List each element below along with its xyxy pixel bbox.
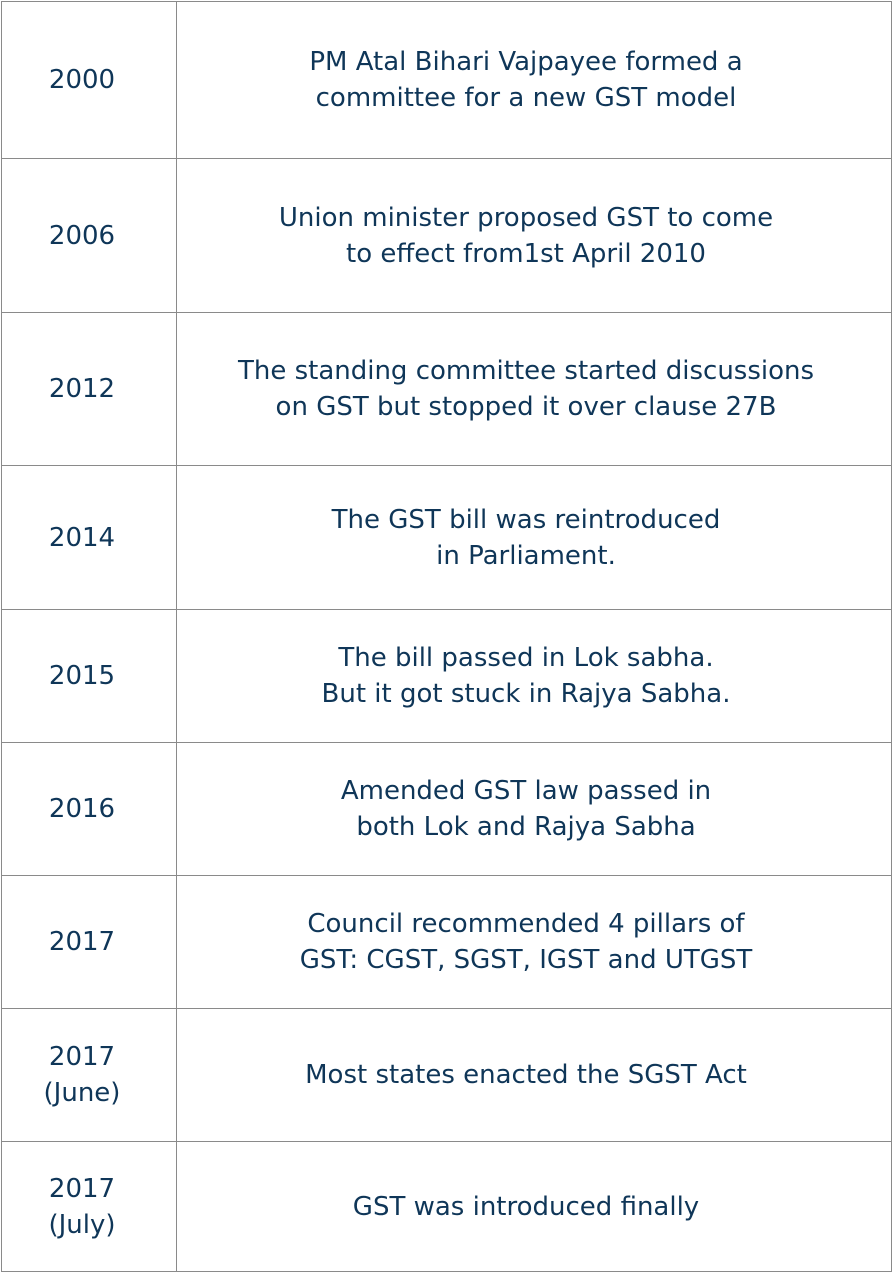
- timeline-row: 2017 (July) GST was introduced finally: [1, 1141, 892, 1272]
- year-cell: 2017: [1, 875, 177, 1009]
- year-text: 2017 (July): [48, 1173, 116, 1240]
- year-cell: 2000: [1, 1, 177, 159]
- event-cell: The GST bill was reintroduced in Parliam…: [176, 465, 892, 610]
- timeline-row: 2017 (June) Most states enacted the SGST…: [1, 1008, 892, 1142]
- timeline-row: 2015 The bill passed in Lok sabha. But i…: [1, 609, 892, 743]
- year-text: 2012: [48, 374, 116, 404]
- event-cell: GST was introduced finally: [176, 1141, 892, 1272]
- year-cell: 2017 (June): [1, 1008, 177, 1142]
- year-cell: 2012: [1, 312, 177, 466]
- year-cell: 2017 (July): [1, 1141, 177, 1272]
- timeline-row: 2014 The GST bill was reintroduced in Pa…: [1, 465, 892, 610]
- event-text: Union minister proposed GST to come to e…: [278, 202, 774, 269]
- timeline-row: 2012 The standing committee started disc…: [1, 312, 892, 466]
- year-text: 2017 (June): [43, 1042, 121, 1108]
- year-text: 2017: [48, 927, 116, 957]
- event-text: Amended GST law passed in both Lok and R…: [340, 776, 712, 842]
- event-text: The GST bill was reintroduced in Parliam…: [331, 504, 721, 571]
- event-text: Most states enacted the SGST Act: [305, 1060, 747, 1090]
- event-text: PM Atal Bihari Vajpayee formed a committ…: [309, 47, 743, 113]
- event-text: GST was introduced finally: [352, 1191, 700, 1222]
- event-cell: The bill passed in Lok sabha. But it got…: [176, 609, 892, 743]
- year-cell: 2016: [1, 742, 177, 876]
- year-cell: 2014: [1, 465, 177, 610]
- year-text: 2015: [48, 661, 116, 691]
- year-text: 2016: [48, 794, 116, 824]
- event-cell: Union minister proposed GST to come to e…: [176, 158, 892, 313]
- event-text: The bill passed in Lok sabha. But it got…: [321, 643, 731, 709]
- timeline-row: 2000 PM Atal Bihari Vajpayee formed a co…: [1, 1, 892, 159]
- event-cell: The standing committee started discussio…: [176, 312, 892, 466]
- year-text: 2000: [48, 65, 116, 95]
- event-cell: Most states enacted the SGST Act: [176, 1008, 892, 1142]
- timeline-row: 2016 Amended GST law passed in both Lok …: [1, 742, 892, 876]
- event-text: Council recommended 4 pillars of GST: CG…: [299, 909, 753, 975]
- event-cell: PM Atal Bihari Vajpayee formed a committ…: [176, 1, 892, 159]
- year-text: 2006: [48, 220, 116, 251]
- timeline-row: 2017 Council recommended 4 pillars of GS…: [1, 875, 892, 1009]
- year-text: 2014: [48, 522, 116, 553]
- event-cell: Council recommended 4 pillars of GST: CG…: [176, 875, 892, 1009]
- event-cell: Amended GST law passed in both Lok and R…: [176, 742, 892, 876]
- timeline-row: 2006 Union minister proposed GST to come…: [1, 158, 892, 313]
- year-cell: 2006: [1, 158, 177, 313]
- year-cell: 2015: [1, 609, 177, 743]
- event-text: The standing committee started discussio…: [237, 356, 815, 422]
